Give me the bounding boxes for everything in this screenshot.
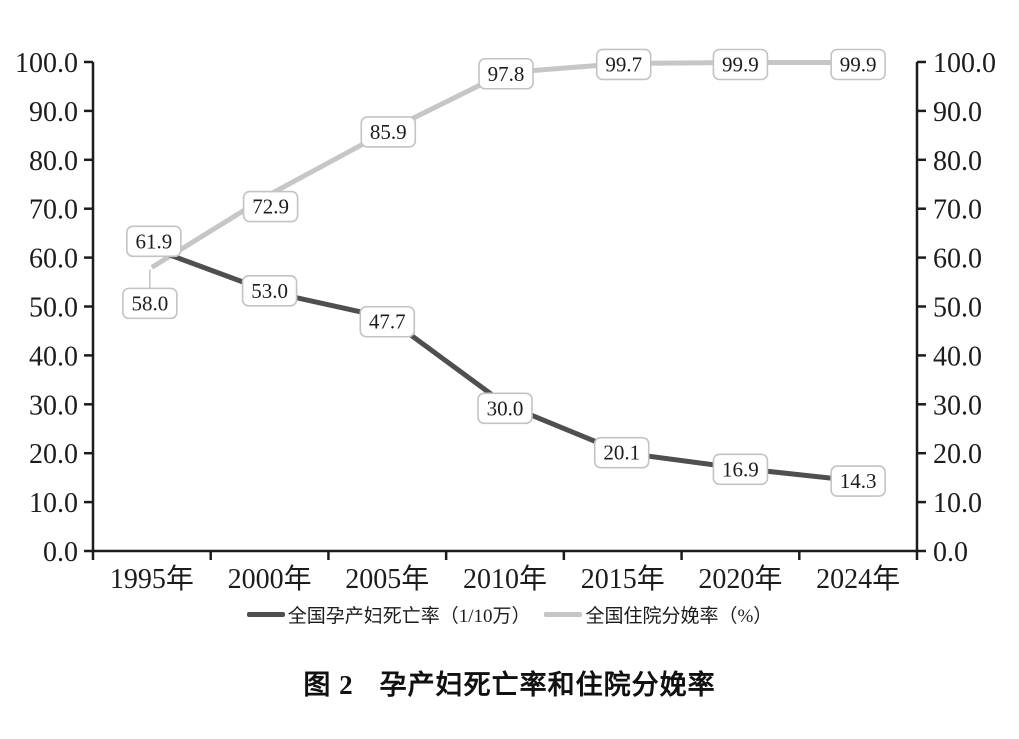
- data-label-series-1: 72.9: [252, 195, 289, 219]
- y-tick-label-right: 80.0: [933, 146, 982, 177]
- y-tick-label-left: 20.0: [29, 439, 78, 470]
- data-label-box: [241, 275, 298, 307]
- data-label-box: [830, 48, 886, 81]
- y-tick-label-right: 100.0: [933, 48, 996, 79]
- data-label-box: [122, 287, 178, 320]
- y-tick-label-left: 50.0: [29, 293, 78, 324]
- figure-caption-number: 图 2: [303, 670, 354, 700]
- y-tick-label-right: 30.0: [933, 390, 982, 421]
- y-tick-label-right: 20.0: [933, 439, 982, 470]
- y-tick-label-right: 50.0: [933, 293, 982, 324]
- data-label-series-0: 61.9: [135, 229, 172, 253]
- data-label-box: [830, 465, 886, 497]
- y-tick-label-left: 0.0: [43, 537, 78, 568]
- data-label-series-0: 53.0: [251, 279, 288, 303]
- y-tick-label-left: 70.0: [29, 195, 78, 226]
- data-label-series-0: 16.9: [722, 457, 759, 481]
- data-label-series-0: 20.1: [603, 441, 640, 465]
- x-category-label: 2005年: [345, 563, 429, 595]
- y-tick-label-left: 80.0: [29, 146, 78, 177]
- legend-label-hospital-delivery: 全国住院分娩率（%）: [585, 606, 773, 627]
- y-tick-label-left: 90.0: [29, 97, 78, 128]
- data-label-series-1: 97.8: [488, 62, 525, 86]
- legend-line-swatch-dark: [246, 612, 285, 617]
- data-label-box: [712, 453, 769, 486]
- figure-caption: 图 2 孕产妇死亡率和住院分娩率: [0, 663, 1019, 702]
- data-label-box: [478, 57, 534, 90]
- x-category-label: 2015年: [581, 563, 665, 595]
- data-label-box: [126, 225, 182, 258]
- y-tick-label-left: 40.0: [29, 341, 78, 372]
- data-label-box: [360, 116, 417, 148]
- y-tick-label-right: 10.0: [933, 488, 982, 519]
- data-label-box: [595, 48, 652, 81]
- x-category-label: 2020年: [698, 563, 782, 595]
- data-label-box: [593, 436, 650, 469]
- data-label-box: [242, 190, 299, 223]
- legend-line-swatch-light: [544, 612, 583, 617]
- y-tick-label-right: 70.0: [933, 195, 982, 226]
- x-category-label: 2024年: [816, 563, 900, 595]
- y-tick-label-left: 100.0: [15, 48, 78, 79]
- y-tick-label-right: 90.0: [933, 97, 982, 128]
- data-label-series-1: 99.9: [840, 52, 877, 76]
- data-label-series-1: 85.9: [370, 120, 407, 144]
- x-category-label: 1995年: [110, 563, 194, 595]
- y-tick-label-right: 0.0: [933, 537, 968, 568]
- series-line-1: [150, 59, 859, 270]
- y-tick-label-left: 60.0: [29, 244, 78, 275]
- y-tick-label-right: 60.0: [933, 244, 982, 275]
- data-label-series-0: 30.0: [487, 396, 524, 420]
- y-tick-label-left: 10.0: [29, 488, 78, 519]
- chart-legend: 全国孕产妇死亡率（1/10万） 全国住院分娩率（%）: [0, 601, 1019, 628]
- figure-caption-title: 孕产妇死亡率和住院分娩率: [379, 670, 716, 700]
- x-category-label: 2010年: [463, 563, 547, 595]
- y-tick-label-left: 30.0: [29, 390, 78, 421]
- data-label-series-0: 14.3: [840, 469, 877, 493]
- data-label-series-0: 47.7: [369, 310, 406, 334]
- data-label-series-1: 99.9: [722, 52, 759, 76]
- data-label-box: [477, 392, 533, 425]
- y-tick-label-right: 40.0: [933, 341, 982, 372]
- legend-label-maternal-mortality: 全国孕产妇死亡率（1/10万）: [287, 606, 531, 627]
- data-label-box: [712, 48, 769, 81]
- data-label-series-1: 99.7: [605, 52, 642, 76]
- chart-svg: 0.0 0.0 10.0 10.0 20.0 20.0 30.0 30.0 40.0 40.0 50…: [15, 48, 996, 595]
- data-label-box: [359, 305, 416, 338]
- x-category-label: 2000年: [228, 563, 312, 595]
- legend-item-hospital-delivery: 全国住院分娩率（%）: [544, 601, 772, 628]
- legend-item-maternal-mortality: 全国孕产妇死亡率（1/10万）: [246, 601, 531, 628]
- data-label-series-1: 58.0: [131, 291, 168, 315]
